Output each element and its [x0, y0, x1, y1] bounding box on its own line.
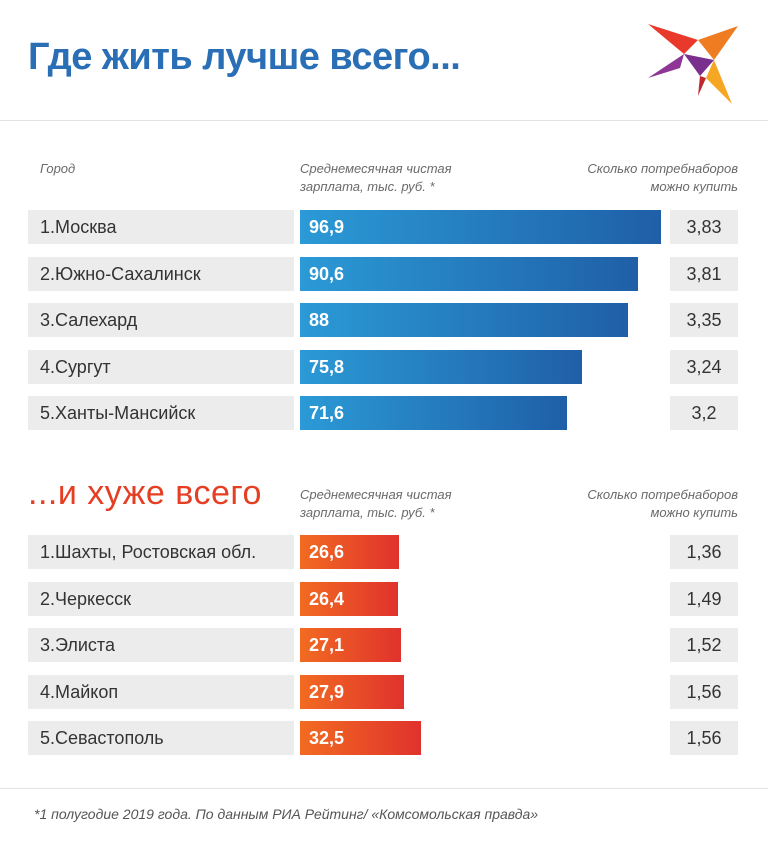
salary-bar: 75,8: [300, 349, 582, 384]
city-column-header: Город: [40, 161, 76, 176]
table-row: 4.Сургут 75,8 3,24: [0, 349, 768, 384]
salary-bar: 71,6: [300, 396, 567, 430]
table-row: 5.Ханты-Мансийск 71,6 3,2: [0, 396, 768, 430]
table-row: 2.Черкесск 26,4 1,49: [0, 581, 768, 616]
city-label: 3.Салехард: [28, 303, 294, 337]
city-label: 3.Элиста: [28, 628, 294, 662]
baskets-value: 1,36: [670, 535, 738, 569]
table-row: 3.Элиста 27,1 1,52: [0, 628, 768, 662]
table-row: 1.Шахты, Ростовская обл. 26,6 1,36: [0, 535, 768, 569]
table-row: 5.Севастополь 32,5 1,56: [0, 721, 768, 755]
footnote: *1 полугодие 2019 года. По данным РИА Ре…: [34, 806, 539, 822]
baskets-value: 3,83: [670, 210, 738, 244]
baskets-column-header: Сколько потребнаборов можно купить: [587, 160, 738, 196]
city-label: 2.Черкесск: [28, 581, 294, 616]
baskets-value: 1,56: [670, 721, 738, 755]
salary-header-line-2: зарплата, тыс. руб. *: [300, 505, 435, 520]
salary-bar: 26,6: [300, 535, 399, 569]
city-label: 4.Сургут: [28, 349, 294, 384]
baskets-header-line-1: Сколько потребнаборов: [587, 487, 738, 502]
baskets-value: 3,2: [670, 396, 738, 430]
table-row: 3.Салехард 88 3,35: [0, 303, 768, 337]
city-label: 2.Южно-Сахалинск: [28, 256, 294, 291]
baskets-value: 1,56: [670, 674, 738, 709]
salary-header-line-1: Среднемесячная чистая: [300, 161, 452, 176]
salary-bar: 96,9: [300, 210, 661, 244]
table-row: 2.Южно-Сахалинск 90,6 3,81: [0, 256, 768, 291]
salary-bar: 26,4: [300, 581, 398, 616]
baskets-value: 3,35: [670, 303, 738, 337]
city-label: 4.Майкоп: [28, 674, 294, 709]
bird-logo-icon: [648, 24, 738, 104]
salary-header-line-1: Среднемесячная чистая: [300, 487, 452, 502]
baskets-header-line-1: Сколько потребнаборов: [587, 161, 738, 176]
divider: [0, 788, 768, 789]
divider: [0, 120, 768, 121]
baskets-value: 3,24: [670, 349, 738, 384]
table-row: 1.Москва 96,9 3,83: [0, 210, 768, 244]
salary-header-line-2: зарплата, тыс. руб. *: [300, 179, 435, 194]
table-row: 4.Майкоп 27,9 1,56: [0, 674, 768, 709]
salary-bar: 90,6: [300, 256, 638, 291]
baskets-value: 1,52: [670, 628, 738, 662]
city-label: 5.Ханты-Мансийск: [28, 396, 294, 430]
city-label: 1.Шахты, Ростовская обл.: [28, 535, 294, 569]
baskets-value: 1,49: [670, 581, 738, 616]
salary-bar: 88: [300, 303, 628, 337]
city-label: 1.Москва: [28, 210, 294, 244]
salary-bar: 32,5: [300, 721, 421, 755]
salary-bar: 27,9: [300, 674, 404, 709]
baskets-column-header-worst: Сколько потребнаборов можно купить: [587, 486, 738, 522]
salary-column-header-worst: Среднемесячная чистая зарплата, тыс. руб…: [300, 486, 452, 522]
worst-section-title: ...и хуже всего: [28, 474, 262, 512]
baskets-header-line-2: можно купить: [650, 179, 738, 194]
salary-column-header: Среднемесячная чистая зарплата, тыс. руб…: [300, 160, 452, 196]
city-label: 5.Севастополь: [28, 721, 294, 755]
baskets-header-line-2: можно купить: [650, 505, 738, 520]
baskets-value: 3,81: [670, 256, 738, 291]
salary-bar: 27,1: [300, 628, 401, 662]
page-title: Где жить лучше всего...: [28, 36, 461, 78]
